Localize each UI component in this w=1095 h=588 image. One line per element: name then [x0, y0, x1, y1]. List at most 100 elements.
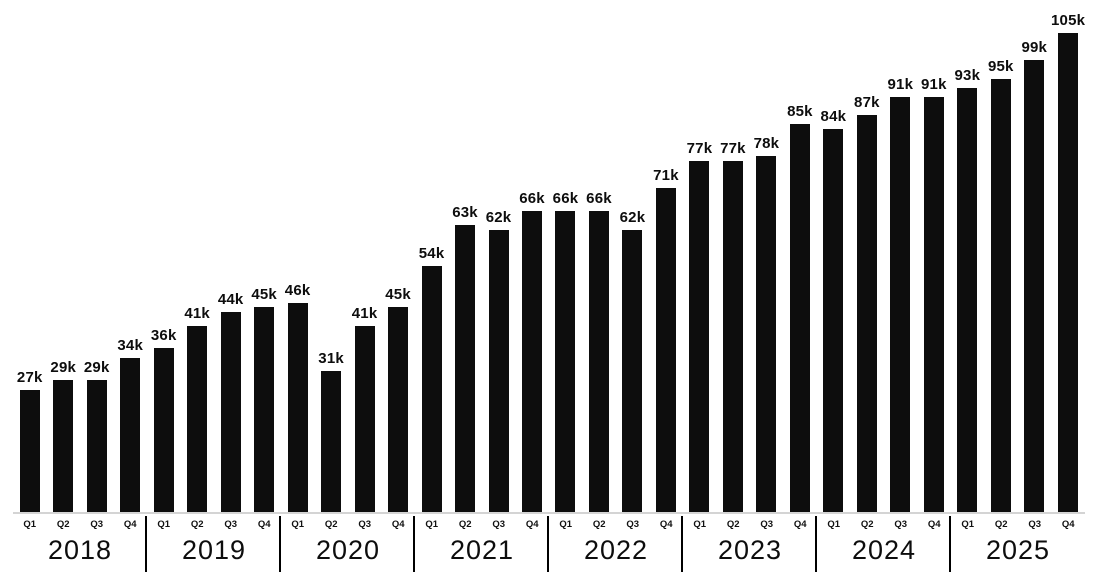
bar-cell: 84k	[817, 108, 850, 513]
bar-cell: 85k	[783, 103, 816, 513]
bar-cell: 34k	[113, 337, 146, 513]
quarter-label: Q4	[793, 519, 807, 530]
quarter-label-row: Q1 Q2 Q3 Q4	[549, 516, 683, 533]
quarter-label: Q3	[492, 519, 506, 530]
bar-cell: 29k	[80, 359, 113, 513]
quarter-label: Q4	[123, 519, 137, 530]
bar-cell: 78k	[750, 135, 783, 513]
bar-cell: 91k	[884, 76, 917, 513]
bar-value-label: 62k	[619, 209, 646, 226]
bar	[923, 97, 944, 513]
bar-cell: 77k	[716, 140, 749, 513]
year-label: 2021	[449, 535, 515, 565]
bar	[86, 380, 107, 513]
quarter-label: Q1	[157, 519, 171, 530]
bar-value-label: 91k	[921, 76, 947, 93]
bar-value-label: 45k	[251, 286, 277, 303]
bar-cell: 93k	[951, 67, 984, 513]
bar	[555, 211, 576, 513]
bar	[220, 312, 241, 513]
bar	[287, 303, 308, 513]
bar	[957, 88, 978, 513]
quarter-label: Q4	[257, 519, 271, 530]
bar-cell: 71k	[649, 167, 682, 513]
bar-value-label: 29k	[50, 359, 77, 376]
quarter-label: Q1	[23, 519, 37, 530]
quarter-label: Q2	[458, 519, 472, 530]
bar-cell: 62k	[482, 209, 515, 513]
bar-value-label: 95k	[987, 58, 1014, 75]
bar	[254, 307, 275, 513]
year-label: 2025	[985, 535, 1051, 565]
quarter-label: Q1	[693, 519, 707, 530]
bar-value-label: 45k	[385, 286, 411, 303]
bar-value-label: 87k	[854, 94, 880, 111]
bar	[990, 79, 1011, 513]
quarter-label-row: Q1 Q2 Q3 Q4	[683, 516, 817, 533]
quarter-label: Q1	[425, 519, 439, 530]
bar	[187, 326, 208, 513]
bar-cell: 66k	[582, 190, 615, 513]
year-group: Q1 Q2 Q3 Q4 2024	[815, 516, 951, 572]
quarter-label-row: Q1 Q2 Q3 Q4	[415, 516, 549, 533]
bar-value-label: 63k	[452, 204, 478, 221]
quarter-label: Q1	[827, 519, 841, 530]
bar-value-label: 77k	[720, 140, 746, 157]
bar-value-label: 27k	[16, 369, 43, 386]
quarter-label-row: Q1 Q2 Q3 Q4	[817, 516, 951, 533]
quarter-label: Q4	[659, 519, 673, 530]
bar-cell: 29k	[46, 359, 79, 513]
quarter-label-row: Q1 Q2 Q3 Q4	[13, 516, 147, 533]
year-label: 2024	[851, 535, 917, 565]
bar	[455, 225, 476, 513]
bar-cell: 44k	[214, 291, 247, 513]
year-group: Q1 Q2 Q3 Q4 2023	[681, 516, 817, 572]
quarter-label: Q2	[56, 519, 70, 530]
bar	[856, 115, 877, 513]
bar	[120, 358, 141, 513]
year-label: 2022	[583, 535, 649, 565]
quarter-label-row: Q1 Q2 Q3 Q4	[147, 516, 281, 533]
bar-value-label: 66k	[552, 190, 579, 207]
quarter-label: Q4	[525, 519, 539, 530]
bar-cell: 91k	[917, 76, 950, 513]
bar-cell: 27k	[13, 369, 46, 513]
quarter-label: Q2	[592, 519, 606, 530]
bar-value-label: 36k	[150, 327, 177, 344]
bar-value-label: 105k	[1051, 12, 1086, 29]
bar-value-label: 54k	[418, 245, 445, 262]
bar-cell: 54k	[415, 245, 448, 513]
bar-value-label: 71k	[653, 167, 679, 184]
quarter-label: Q1	[961, 519, 975, 530]
quarter-label: Q4	[927, 519, 941, 530]
bar	[890, 97, 911, 513]
bar	[388, 307, 409, 513]
bar-value-label: 78k	[753, 135, 780, 152]
quarter-label: Q4	[1061, 519, 1075, 530]
bar-cell: 63k	[448, 204, 481, 513]
bar	[421, 266, 442, 513]
bar-value-label: 29k	[83, 359, 110, 376]
bar-value-label: 66k	[519, 190, 545, 207]
quarter-label: Q3	[760, 519, 774, 530]
x-axis-labels: Q1 Q2 Q3 Q4 2018 Q1 Q2 Q3 Q4 2019 Q1 Q2 Q3 Q4 2020 Q1 Q2…	[13, 516, 1085, 572]
quarter-label: Q3	[626, 519, 640, 530]
bar-value-label: 62k	[485, 209, 512, 226]
quarter-label-row: Q1 Q2 Q3 Q4	[281, 516, 415, 533]
bar-value-label: 93k	[954, 67, 981, 84]
bar-cell: 62k	[616, 209, 649, 513]
year-label: 2020	[315, 535, 381, 565]
plot-area: 27k 29k 29k 34k 36k 41k 44k 45k 46k 31k 41k 45k 54k 6…	[13, 0, 1085, 513]
bar-value-label: 41k	[184, 305, 210, 322]
bar-cell: 99k	[1018, 39, 1051, 513]
bar-value-label: 34k	[117, 337, 144, 354]
bar	[321, 371, 342, 513]
bar-cell: 36k	[147, 327, 180, 513]
year-label: 2023	[717, 535, 783, 565]
bar	[622, 230, 643, 513]
bar-cell: 31k	[314, 350, 347, 513]
quarter-label: Q4	[391, 519, 405, 530]
quarter-label: Q3	[90, 519, 104, 530]
bar-cell: 66k	[549, 190, 582, 513]
